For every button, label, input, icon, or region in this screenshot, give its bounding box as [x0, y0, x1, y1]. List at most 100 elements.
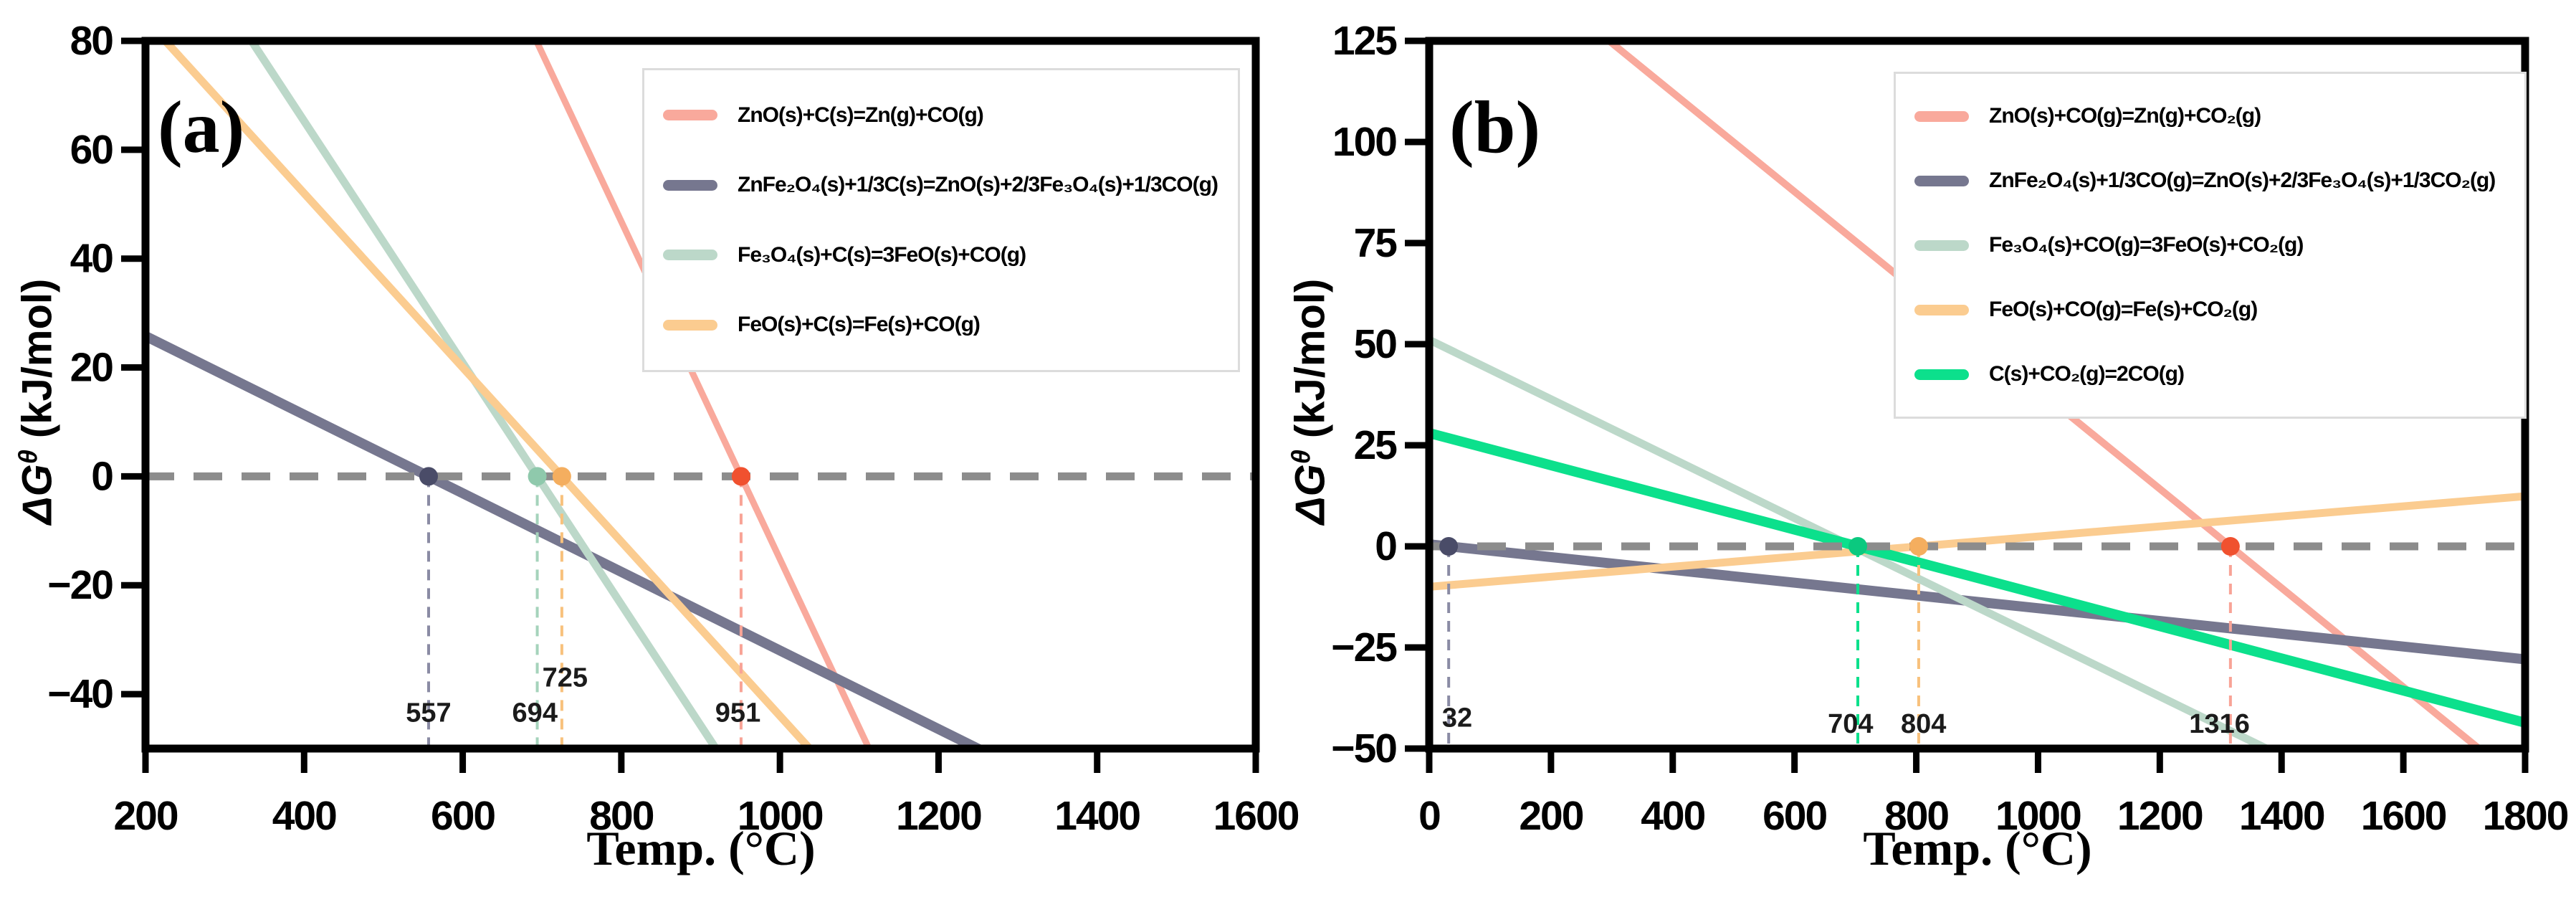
x-tick-label: 400: [1641, 793, 1704, 839]
legend-label: FeO(s)+C(s)=Fe(s)+CO(g): [738, 313, 981, 337]
legend-swatch: [663, 319, 717, 331]
x-axis-title-a: Temp. (°C): [586, 821, 816, 875]
annotation-label: 1316: [2189, 709, 2250, 739]
x-tick-label: 800: [1884, 793, 1948, 839]
y-tick-label: −20: [47, 562, 113, 608]
y-tick-label: 0: [91, 453, 113, 499]
legend-item: ZnO(s)+CO(g)=Zn(g)+CO₂(g): [1914, 104, 2519, 128]
y-tick-label: 0: [1375, 523, 1396, 569]
x-tick-label: 1400: [1054, 793, 1140, 839]
x-tick-label: 800: [589, 793, 653, 839]
y-title-symbol-a: ΔG: [14, 464, 61, 525]
legend-label: Fe₃O₄(s)+C(s)=3FeO(s)+CO(g): [738, 242, 1026, 267]
y-title-superscript-a: θ: [13, 450, 43, 465]
x-tick-label: 600: [431, 793, 495, 839]
annotation-label: 32: [1442, 703, 1472, 734]
legend-item: ZnFe₂O₄(s)+1/3C(s)=ZnO(s)+2/3Fe₃O₄(s)+1/…: [663, 173, 1232, 197]
x-tick-label: 200: [1519, 793, 1583, 839]
x-tick-label: 400: [272, 793, 336, 839]
y-title-superscript-b: θ: [1286, 450, 1316, 465]
y-tick-label: 60: [70, 127, 113, 173]
x-tick-label: 600: [1762, 793, 1826, 839]
series-line: [1429, 539, 2525, 665]
legend-item: C(s)+CO₂(g)=2CO(g): [1914, 362, 2519, 386]
x-tick-label: 1800: [2483, 793, 2568, 839]
x-tick-label: 1200: [896, 793, 981, 839]
zero-crossing-marker: [1909, 537, 1928, 556]
y-tick-label: −50: [1331, 726, 1396, 772]
legend-panel-a: ZnO(s)+C(s)=Zn(g)+CO(g) ZnFe₂O₄(s)+1/3C(s…: [642, 68, 1240, 372]
series-line: [247, 41, 721, 749]
zero-crossing-marker: [419, 467, 438, 486]
plot-region: [146, 41, 1256, 749]
legend-label: FeO(s)+CO(g)=Fe(s)+CO₂(g): [1989, 298, 2258, 321]
legend-swatch: [1914, 239, 1969, 251]
legend-swatch: [1914, 369, 1969, 380]
x-tick-label: 200: [113, 793, 177, 839]
y-tick-label: 40: [70, 236, 113, 282]
legend-label: ZnFe₂O₄(s)+1/3C(s)=ZnO(s)+2/3Fe₃O₄(s)+1/…: [738, 173, 1218, 197]
x-tick-label: 1200: [2117, 793, 2203, 839]
panel-label-b: (b): [1449, 86, 1541, 168]
annotation-label: 725: [543, 663, 588, 693]
zero-crossing-marker: [731, 467, 750, 486]
legend-label: C(s)+CO₂(g)=2CO(g): [1989, 362, 2185, 386]
y-tick-label: 80: [70, 18, 113, 64]
y-tick-label: 75: [1354, 220, 1398, 266]
zero-crossing-marker: [552, 467, 571, 486]
series-line: [1429, 428, 2525, 728]
y-tick-label: −25: [1331, 625, 1397, 670]
y-tick-label: 100: [1332, 119, 1396, 165]
x-tick-label: 1600: [1213, 793, 1299, 839]
panel-label-a: (a): [158, 86, 245, 168]
legend-label: ZnFe₂O₄(s)+1/3CO(g)=ZnO(s)+2/3Fe₃O₄(s)+1…: [1989, 168, 2496, 192]
x-tick-label: 1600: [2361, 793, 2446, 839]
legend-panel-b: ZnO(s)+CO(g)=Zn(g)+CO₂(g) ZnFe₂O₄(s)+1/3C…: [1894, 72, 2527, 419]
annotation-label: 804: [1901, 709, 1946, 739]
series-line: [1429, 336, 2276, 749]
series-line: [146, 331, 989, 749]
legend-item: ZnFe₂O₄(s)+1/3CO(g)=ZnO(s)+2/3Fe₃O₄(s)+1…: [1914, 168, 2519, 193]
x-tick-label: 1000: [1995, 793, 2081, 839]
annotation-label: 951: [715, 698, 760, 728]
y-axis-title-b: ΔGθ (kJ/mol): [1286, 279, 1334, 525]
legend-label: ZnO(s)+CO(g)=Zn(g)+CO₂(g): [1989, 104, 2261, 128]
legend-swatch: [663, 110, 717, 121]
legend-item: ZnO(s)+C(s)=Zn(g)+CO(g): [663, 103, 1232, 128]
y-tick-label: −40: [47, 671, 113, 717]
x-axis-title-b: Temp. (°C): [1863, 821, 2092, 875]
y-tick-label: 125: [1332, 18, 1397, 64]
series-line: [160, 41, 816, 749]
legend-swatch: [1914, 175, 1969, 186]
y-title-units-b: (kJ/mol): [1287, 278, 1334, 450]
annotation-label: 557: [406, 698, 451, 728]
x-tick-label: 0: [1418, 793, 1440, 839]
legend-swatch: [663, 179, 717, 191]
zero-crossing-marker: [2220, 537, 2240, 556]
legend-item: Fe₃O₄(s)+C(s)=3FeO(s)+CO(g): [663, 243, 1232, 267]
y-tick-label: 25: [1354, 422, 1398, 468]
zero-crossing-marker: [1848, 537, 1868, 556]
legend-swatch: [663, 250, 717, 261]
axis-frame: [141, 37, 1260, 753]
legend-item: FeO(s)+CO(g)=Fe(s)+CO₂(g): [1914, 298, 2519, 322]
y-tick-label: 20: [70, 345, 113, 391]
x-tick-label: 1400: [2239, 793, 2324, 839]
zero-crossing-marker: [528, 467, 547, 486]
series-line: [1429, 492, 2525, 591]
series-line: [533, 41, 873, 749]
y-axis-title-a: ΔGθ (kJ/mol): [13, 279, 61, 525]
x-tick-label: 1000: [738, 793, 823, 839]
zero-crossing-marker: [1439, 537, 1459, 556]
y-title-units-a: (kJ/mol): [14, 278, 61, 450]
legend-label: ZnO(s)+C(s)=Zn(g)+CO(g): [738, 103, 984, 127]
legend-item: Fe₃O₄(s)+CO(g)=3FeO(s)+CO₂(g): [1914, 233, 2519, 257]
annotation-label: 704: [1828, 709, 1873, 739]
y-title-symbol-b: ΔG: [1287, 464, 1334, 525]
legend-item: FeO(s)+C(s)=Fe(s)+CO(g): [663, 313, 1232, 337]
legend-label: Fe₃O₄(s)+CO(g)=3FeO(s)+CO₂(g): [1989, 233, 2304, 257]
annotation-label: 694: [512, 698, 558, 728]
legend-swatch: [1914, 304, 1969, 315]
y-tick-label: 50: [1354, 321, 1397, 367]
